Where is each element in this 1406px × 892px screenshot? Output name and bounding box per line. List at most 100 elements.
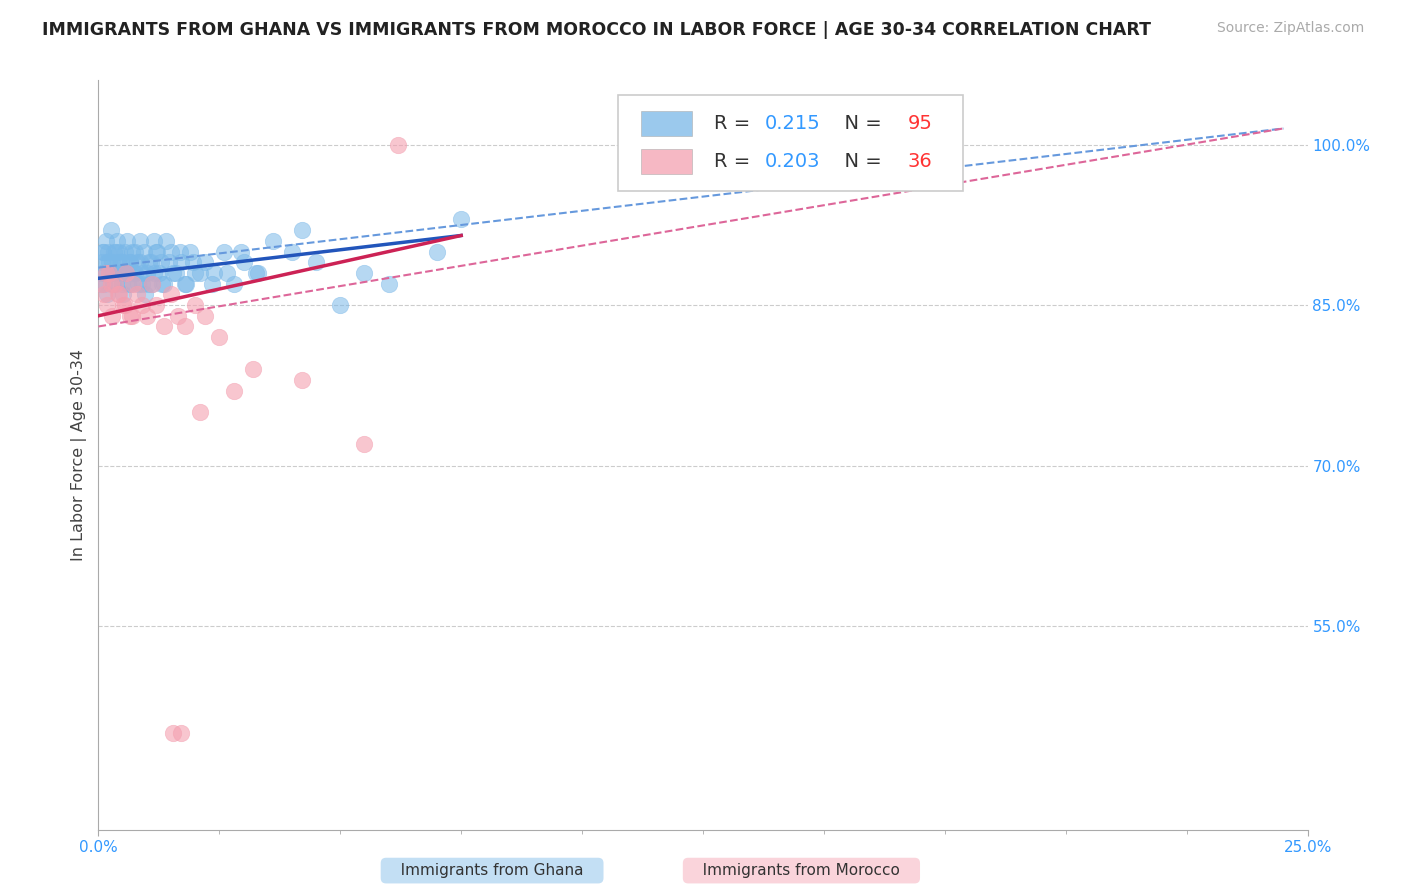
Point [129, 255, 152, 269]
Text: Immigrants from Ghana: Immigrants from Ghana [387, 863, 598, 878]
Point [93, 277, 115, 291]
Point [262, 234, 284, 248]
Point [104, 244, 127, 259]
Point [134, 244, 156, 259]
Point [110, 255, 132, 269]
Point [169, 244, 191, 259]
Point [176, 277, 198, 291]
Point [174, 277, 197, 291]
Point [174, 319, 197, 334]
Text: N =: N = [832, 152, 889, 170]
Point [247, 266, 270, 280]
Point [90, 266, 112, 280]
Point [120, 255, 142, 269]
Point [101, 266, 124, 280]
Point [148, 266, 170, 280]
Point [117, 277, 139, 291]
Point [120, 277, 142, 291]
Bar [641, 149, 692, 174]
Point [222, 384, 245, 398]
Point [232, 255, 254, 269]
Point [121, 266, 143, 280]
Point [143, 234, 166, 248]
Point [108, 266, 131, 280]
Point [127, 277, 149, 291]
Point [91, 244, 114, 259]
Point [122, 277, 145, 291]
Point [152, 277, 174, 291]
Point [188, 266, 211, 280]
Point [114, 298, 136, 312]
Text: IMMIGRANTS FROM GHANA VS IMMIGRANTS FROM MOROCCO IN LABOR FORCE | AGE 30-34 CORR: IMMIGRANTS FROM GHANA VS IMMIGRANTS FROM… [42, 21, 1152, 38]
Point [245, 266, 267, 280]
Point [107, 244, 129, 259]
Text: 0.203: 0.203 [765, 152, 820, 170]
Point [290, 223, 312, 237]
Point [167, 309, 190, 323]
Point [150, 277, 173, 291]
Point [94, 266, 117, 280]
Point [115, 266, 138, 280]
Point [104, 277, 127, 291]
Point [131, 266, 153, 280]
Point [138, 255, 160, 269]
Point [101, 255, 124, 269]
Point [114, 244, 136, 259]
Text: 95: 95 [907, 114, 932, 133]
Text: Source: ZipAtlas.com: Source: ZipAtlas.com [1216, 21, 1364, 35]
Point [127, 255, 149, 269]
Point [145, 244, 167, 259]
Point [136, 277, 159, 291]
Point [162, 726, 184, 740]
Point [104, 277, 127, 291]
Point [98, 266, 121, 280]
Point [91, 244, 114, 259]
Point [160, 287, 183, 301]
Point [377, 277, 399, 291]
Point [169, 255, 191, 269]
Point [155, 234, 177, 248]
Point [121, 309, 143, 323]
Point [146, 244, 169, 259]
Point [131, 277, 153, 291]
Point [152, 319, 174, 334]
Point [450, 212, 472, 227]
Text: R =: R = [714, 152, 756, 170]
Point [150, 255, 173, 269]
Point [194, 309, 217, 323]
Point [103, 277, 125, 291]
Point [426, 244, 449, 259]
FancyBboxPatch shape [619, 95, 963, 191]
Point [96, 287, 118, 301]
Point [115, 266, 138, 280]
Point [194, 255, 217, 269]
Point [353, 437, 375, 451]
Point [145, 298, 167, 312]
Text: N =: N = [832, 114, 889, 133]
Point [94, 234, 117, 248]
Point [117, 234, 139, 248]
Bar [641, 112, 692, 136]
Point [135, 309, 157, 323]
Point [97, 244, 120, 259]
Point [107, 266, 129, 280]
Point [103, 244, 125, 259]
Y-axis label: In Labor Force | Age 30-34: In Labor Force | Age 30-34 [72, 349, 87, 561]
Point [201, 277, 224, 291]
Text: 36: 36 [907, 152, 932, 170]
Point [162, 266, 184, 280]
Point [98, 266, 121, 280]
Point [128, 234, 150, 248]
Point [107, 255, 129, 269]
Point [139, 255, 162, 269]
Point [118, 255, 141, 269]
Point [101, 309, 124, 323]
Point [184, 298, 207, 312]
Point [124, 266, 146, 280]
Point [305, 255, 328, 269]
Point [142, 266, 165, 280]
Point [157, 255, 180, 269]
Point [179, 244, 201, 259]
Point [111, 298, 134, 312]
Point [208, 330, 231, 344]
